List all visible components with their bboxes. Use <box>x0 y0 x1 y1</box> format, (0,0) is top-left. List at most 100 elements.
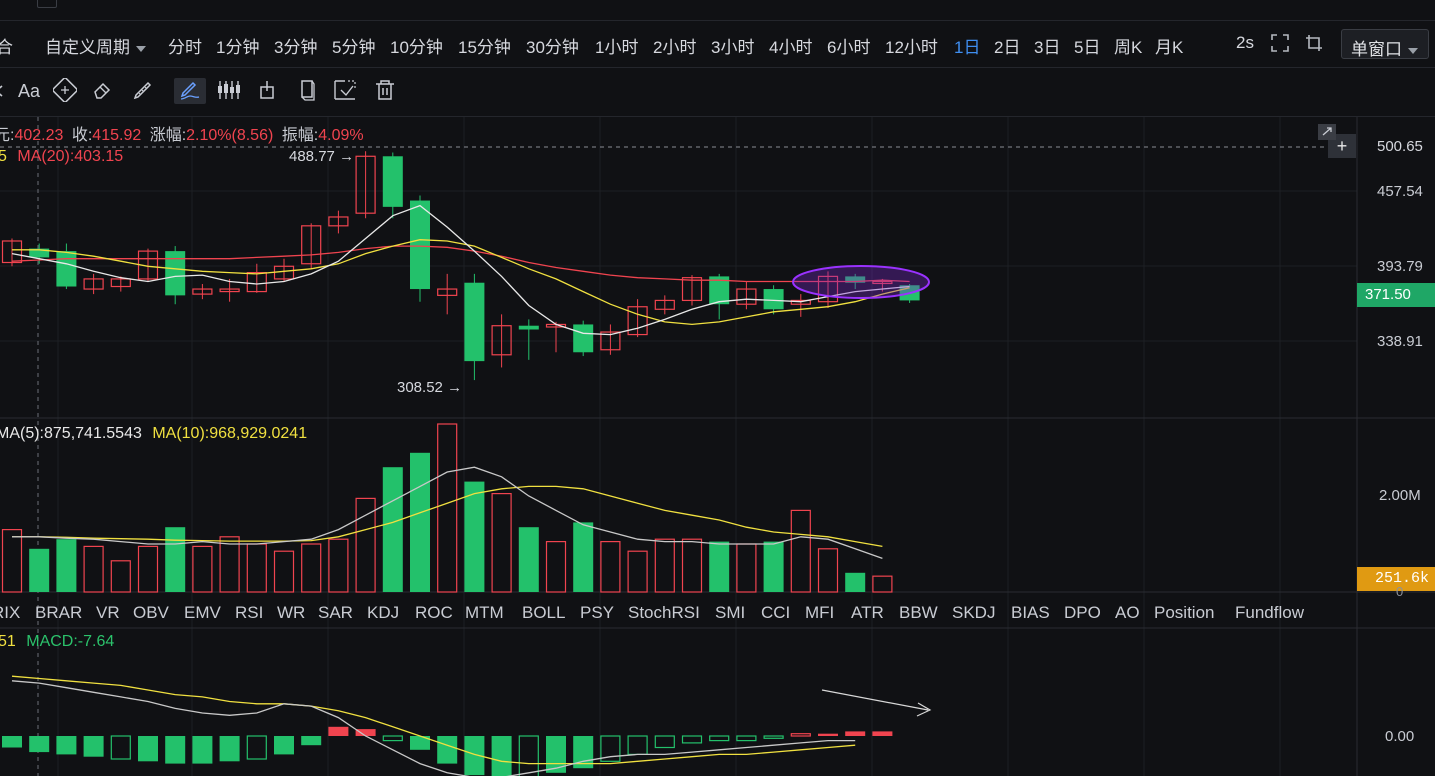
window-mode-select[interactable]: 单窗口 <box>1341 29 1429 59</box>
expand-panel-icon[interactable] <box>1318 124 1336 140</box>
collapse-arrow-icon[interactable] <box>0 78 6 104</box>
period-tab[interactable]: 5分钟 <box>332 38 376 57</box>
indicator-tab[interactable]: ROC <box>415 603 453 622</box>
refresh-interval[interactable]: 2s <box>1236 33 1254 52</box>
volume-bar <box>137 545 159 593</box>
indicator-tab[interactable]: WR <box>277 603 306 622</box>
indicator-tab[interactable]: Position <box>1154 603 1215 622</box>
volume-ma10-line <box>12 485 883 548</box>
period-tab[interactable]: 2小时 <box>653 38 697 57</box>
indicator-tab[interactable]: BBW <box>899 603 938 622</box>
period-tab[interactable]: 周K <box>1114 38 1143 57</box>
period-tab[interactable]: 2日 <box>994 38 1021 57</box>
candle-body <box>219 288 240 293</box>
candle-body <box>382 156 403 207</box>
eraser-tool-icon[interactable] <box>90 78 116 104</box>
arrow-right-icon: → <box>447 379 463 396</box>
fullscreen-icon[interactable] <box>1270 33 1290 58</box>
measure-icon[interactable] <box>332 78 358 104</box>
indicator-tab[interactable]: RIX <box>0 603 21 622</box>
volume-bar <box>681 538 703 593</box>
macd-dea-line <box>11 675 856 765</box>
period-tab[interactable]: 5日 <box>1074 38 1101 57</box>
volume-bar <box>410 452 430 592</box>
macd-bar <box>600 735 621 762</box>
indicator-tab[interactable]: BIAS <box>1011 603 1050 622</box>
indicator-tab[interactable]: BOLL <box>522 603 566 622</box>
candle-body <box>600 331 621 351</box>
volume-bar <box>192 545 213 593</box>
macd-bar <box>437 736 458 764</box>
close-label: 收: <box>71 127 93 144</box>
period-tab[interactable]: 3日 <box>1034 38 1061 57</box>
indicator-tab[interactable]: BRAR <box>35 603 83 622</box>
chevron-down-icon <box>1408 47 1418 54</box>
indicator-tab[interactable]: MTM <box>465 603 504 622</box>
indicator-tab[interactable]: DPO <box>1064 603 1101 622</box>
brush-tool-icon[interactable] <box>174 78 206 104</box>
candle-body <box>681 277 703 302</box>
indicator-tab[interactable]: KDJ <box>367 603 400 622</box>
trash-icon[interactable] <box>372 78 398 104</box>
indicator-tab[interactable]: PSY <box>580 603 615 622</box>
anchor-icon[interactable] <box>254 78 280 104</box>
indicator-tab[interactable]: VR <box>96 603 120 622</box>
macd-bar <box>464 736 485 776</box>
indicator-tab[interactable]: SKDJ <box>952 603 996 622</box>
period-tab[interactable]: 6小时 <box>827 38 871 57</box>
period-tab[interactable]: 3分钟 <box>274 38 318 57</box>
indicator-tab[interactable]: SMI <box>715 603 746 622</box>
screenshot-icon[interactable] <box>1304 33 1324 58</box>
custom-period-dropdown[interactable]: 自定义周期 <box>45 33 146 58</box>
candle-body <box>192 288 213 295</box>
pen-tool-icon[interactable] <box>130 78 156 104</box>
period-tab[interactable]: 月K <box>1155 38 1184 57</box>
indicator-tab[interactable]: ATR <box>851 603 884 622</box>
period-tab[interactable]: 3小时 <box>711 38 755 57</box>
indicator-tab[interactable]: Fundflow <box>1235 603 1304 622</box>
candle-body <box>328 216 349 227</box>
indicator-tab[interactable]: EMV <box>184 603 221 622</box>
indicator-tab[interactable]: RSI <box>235 603 264 622</box>
copy-icon[interactable] <box>294 78 320 104</box>
volume-bar <box>518 527 539 592</box>
indicator-tab[interactable]: SAR <box>318 603 353 622</box>
price-tick: 500.65 <box>1377 138 1423 155</box>
period-tab[interactable]: 12小时 <box>885 38 938 57</box>
indicator-tab[interactable]: StochRSI <box>628 603 700 622</box>
price-tick: 393.79 <box>1377 258 1423 275</box>
period-tab[interactable]: 分时 <box>168 38 202 57</box>
period-tab-active[interactable]: 1日 <box>954 38 981 57</box>
period-tab[interactable]: 10分钟 <box>390 38 443 57</box>
macd-bar <box>709 735 730 742</box>
volume-bar <box>110 560 131 593</box>
indicator-tab[interactable]: MFI <box>805 603 835 622</box>
indicator-tab[interactable]: AO <box>1115 603 1140 622</box>
period-tab[interactable]: 1小时 <box>595 38 639 57</box>
volume-bar <box>545 541 567 593</box>
indicator-tab[interactable]: CCI <box>761 603 791 622</box>
volume-bar <box>219 536 240 593</box>
period-tab[interactable]: 15分钟 <box>458 38 511 57</box>
ma-legend: 5 MA(20):403.15 <box>0 148 123 166</box>
collapsed-panel-handle[interactable] <box>37 0 57 8</box>
period-tab[interactable]: 30分钟 <box>526 38 579 57</box>
period-tab[interactable]: 4小时 <box>769 38 813 57</box>
volume-bar <box>83 545 104 593</box>
candle-body <box>464 282 485 362</box>
ma-lines <box>11 204 910 336</box>
macd-bar <box>83 736 104 757</box>
candle-style-icon[interactable] <box>216 78 242 104</box>
volume-tick: 2.00M <box>1379 487 1421 504</box>
chart-grid <box>0 117 1435 776</box>
text-tool-icon[interactable]: Aa <box>17 81 41 101</box>
indicator-tab[interactable]: OBV <box>133 603 169 622</box>
candle-body <box>56 251 77 287</box>
candlestick-chart[interactable] <box>0 117 1435 776</box>
ruler-tool-icon[interactable] <box>52 77 78 104</box>
period-tab[interactable]: 1分钟 <box>216 38 260 57</box>
period-toolbar: 合 自定义周期 分时 1分钟 3分钟 5分钟 10分钟 15分钟 30分钟 1小… <box>0 21 1435 68</box>
macd-bar <box>546 736 566 773</box>
macd-bar <box>246 735 267 760</box>
volume-bar <box>355 497 376 593</box>
